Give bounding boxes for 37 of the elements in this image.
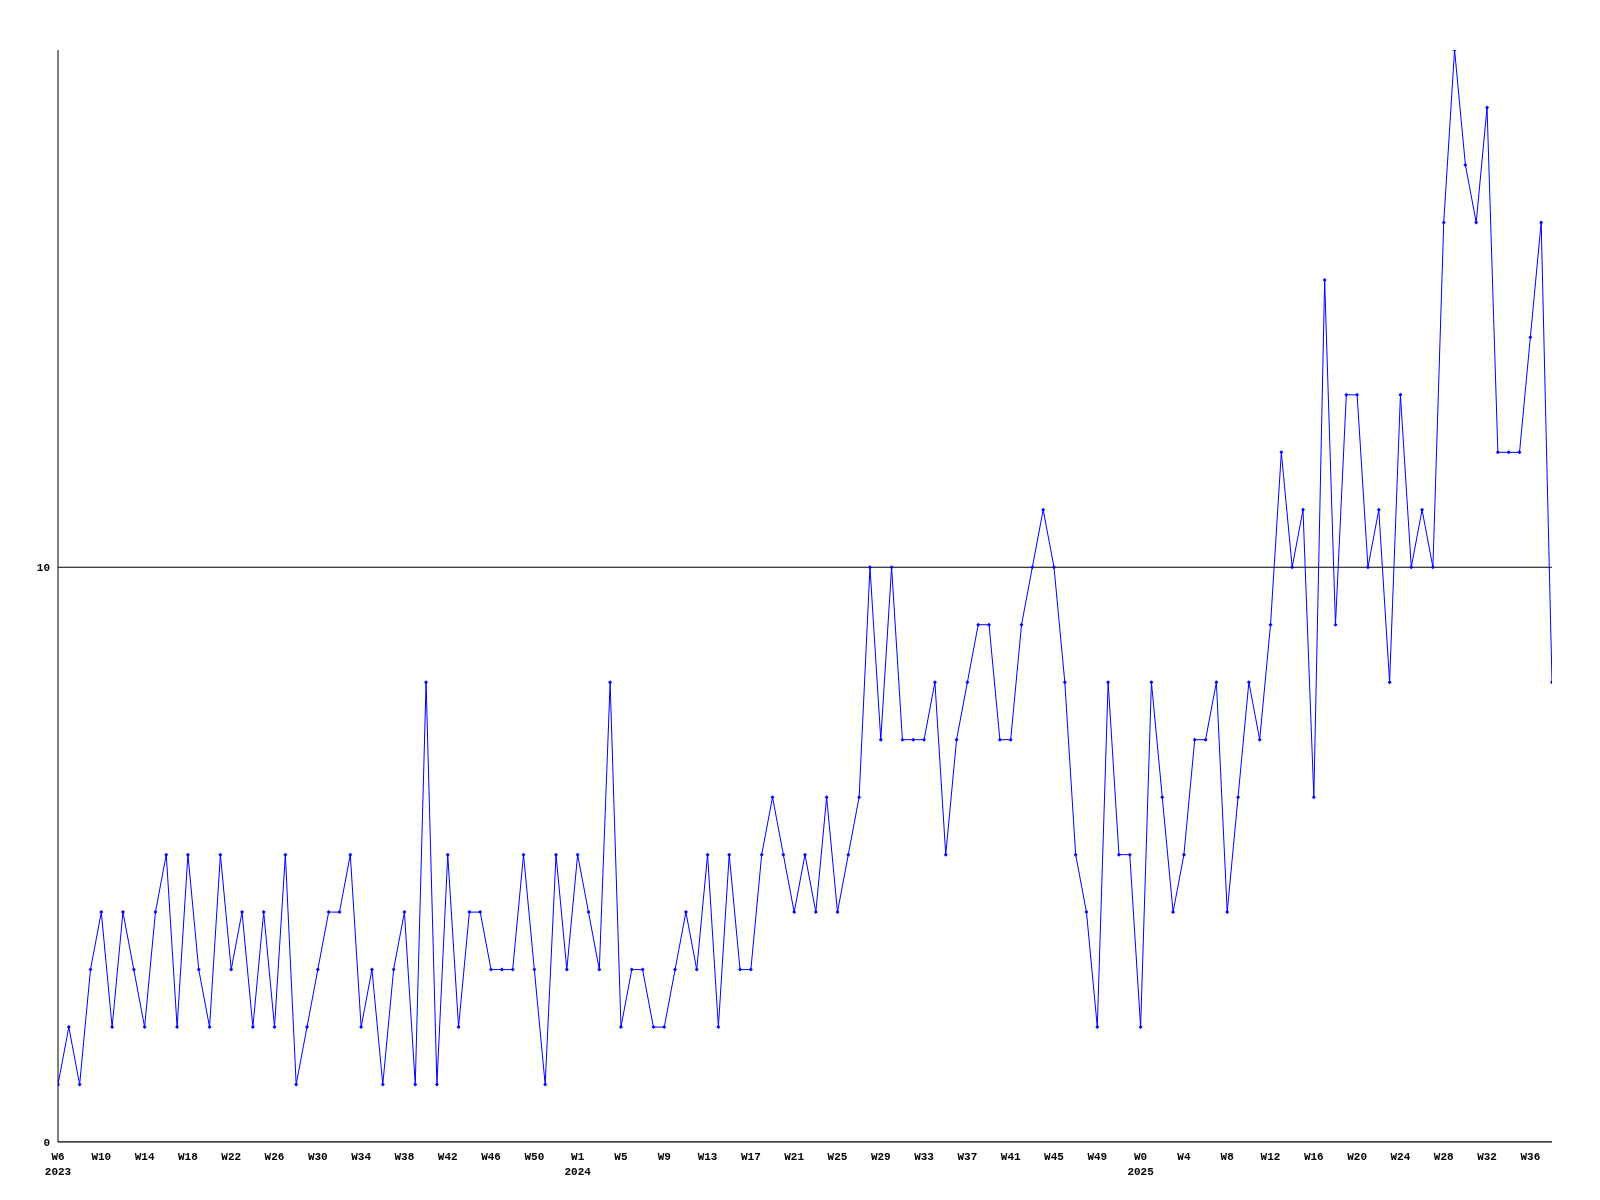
x-tick-label: W32 bbox=[1477, 1151, 1497, 1163]
x-tick-label: W42 bbox=[437, 1151, 458, 1163]
x-tick-label: W29 bbox=[870, 1151, 891, 1163]
x-tick-label: W18 bbox=[178, 1151, 199, 1163]
x-tick-label: W25 bbox=[827, 1151, 848, 1163]
x-tick-label: W17 bbox=[740, 1151, 761, 1163]
x-tick-label: W45 bbox=[1044, 1151, 1065, 1163]
x-tick-label: W4 bbox=[1177, 1151, 1191, 1163]
x-tick-label: W20 bbox=[1347, 1151, 1368, 1163]
x-tick-label: W1 2024 bbox=[564, 1151, 592, 1178]
x-tick-label: W33 bbox=[914, 1151, 935, 1163]
y-tick-label: 0 bbox=[43, 1136, 50, 1149]
x-tick-label: W34 bbox=[351, 1151, 372, 1163]
x-tick-label: W38 bbox=[394, 1151, 415, 1163]
x-tick-label: W28 bbox=[1433, 1151, 1455, 1163]
x-tick-label: W36 bbox=[1520, 1151, 1541, 1163]
x-tick-label: W30 bbox=[307, 1151, 328, 1163]
x-tick-label: W21 bbox=[784, 1151, 805, 1163]
x-tick-label: W22 bbox=[221, 1151, 242, 1163]
x-tick-label: W37 bbox=[957, 1151, 978, 1163]
x-tick-label: W9 bbox=[657, 1151, 671, 1163]
x-tick-label: W16 bbox=[1303, 1151, 1324, 1163]
x-tick-label: W13 bbox=[697, 1151, 718, 1163]
x-tick-label: W46 bbox=[481, 1151, 501, 1163]
x-tick-label: W8 bbox=[1220, 1151, 1235, 1163]
x-tick-label: W5 bbox=[614, 1151, 628, 1163]
x-tick-label: W41 bbox=[1000, 1151, 1021, 1163]
x-tick-label: W10 bbox=[91, 1151, 112, 1163]
x-tick-label: W0 2025 bbox=[1127, 1151, 1155, 1178]
x-tick-label: W12 bbox=[1260, 1151, 1281, 1163]
x-tick-label: W49 bbox=[1087, 1151, 1108, 1163]
x-tick-label: W14 bbox=[134, 1151, 155, 1163]
y-tick-label: 10 bbox=[36, 562, 50, 575]
x-tick-label: W50 bbox=[524, 1151, 545, 1163]
x-tick-label: W6 2023 bbox=[44, 1151, 72, 1178]
x-tick-label: W24 bbox=[1390, 1151, 1411, 1163]
x-tick-label: W26 bbox=[264, 1151, 285, 1163]
